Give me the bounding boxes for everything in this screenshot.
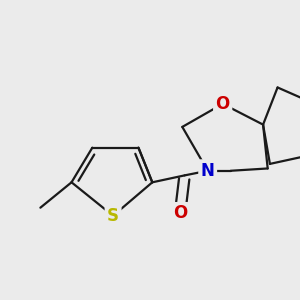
Text: O: O xyxy=(173,205,187,223)
Text: N: N xyxy=(201,162,214,180)
Text: O: O xyxy=(216,95,230,113)
Text: S: S xyxy=(107,207,119,225)
